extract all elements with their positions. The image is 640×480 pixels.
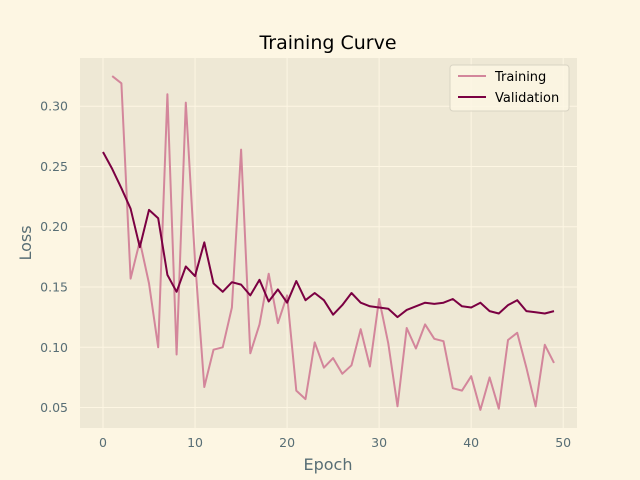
ticks: 0 10 20 30 40 50 0.05 0.10 0.15 0.20 0.25 0.30 (40, 99, 571, 450)
x-tick-label: 10 (187, 435, 203, 450)
series-layer (102, 75, 555, 411)
y-tick-label: 0.30 (40, 99, 68, 114)
x-tick-label: 50 (555, 435, 571, 450)
legend-label-validation: Validation (495, 91, 559, 106)
plot-area (80, 58, 577, 428)
series-line-validation (102, 151, 555, 319)
grid (80, 58, 577, 428)
y-tick-label: 0.10 (40, 340, 68, 355)
legend: Training Validation (449, 64, 570, 112)
x-axis-label: Epoch (304, 455, 353, 474)
y-tick-label: 0.20 (40, 219, 68, 234)
y-tick-label: 0.05 (40, 400, 68, 415)
x-tick-label: 0 (99, 435, 107, 450)
y-axis-label: Loss (16, 225, 35, 260)
y-tick-label: 0.15 (40, 279, 68, 294)
x-tick-label: 40 (463, 435, 479, 450)
chart-title: Training Curve (258, 32, 396, 54)
x-tick-label: 30 (371, 435, 387, 450)
legend-label-training: Training (494, 70, 546, 85)
x-tick-label: 20 (279, 435, 295, 450)
y-tick-label: 0.25 (40, 159, 68, 174)
series-line-training (111, 75, 555, 411)
